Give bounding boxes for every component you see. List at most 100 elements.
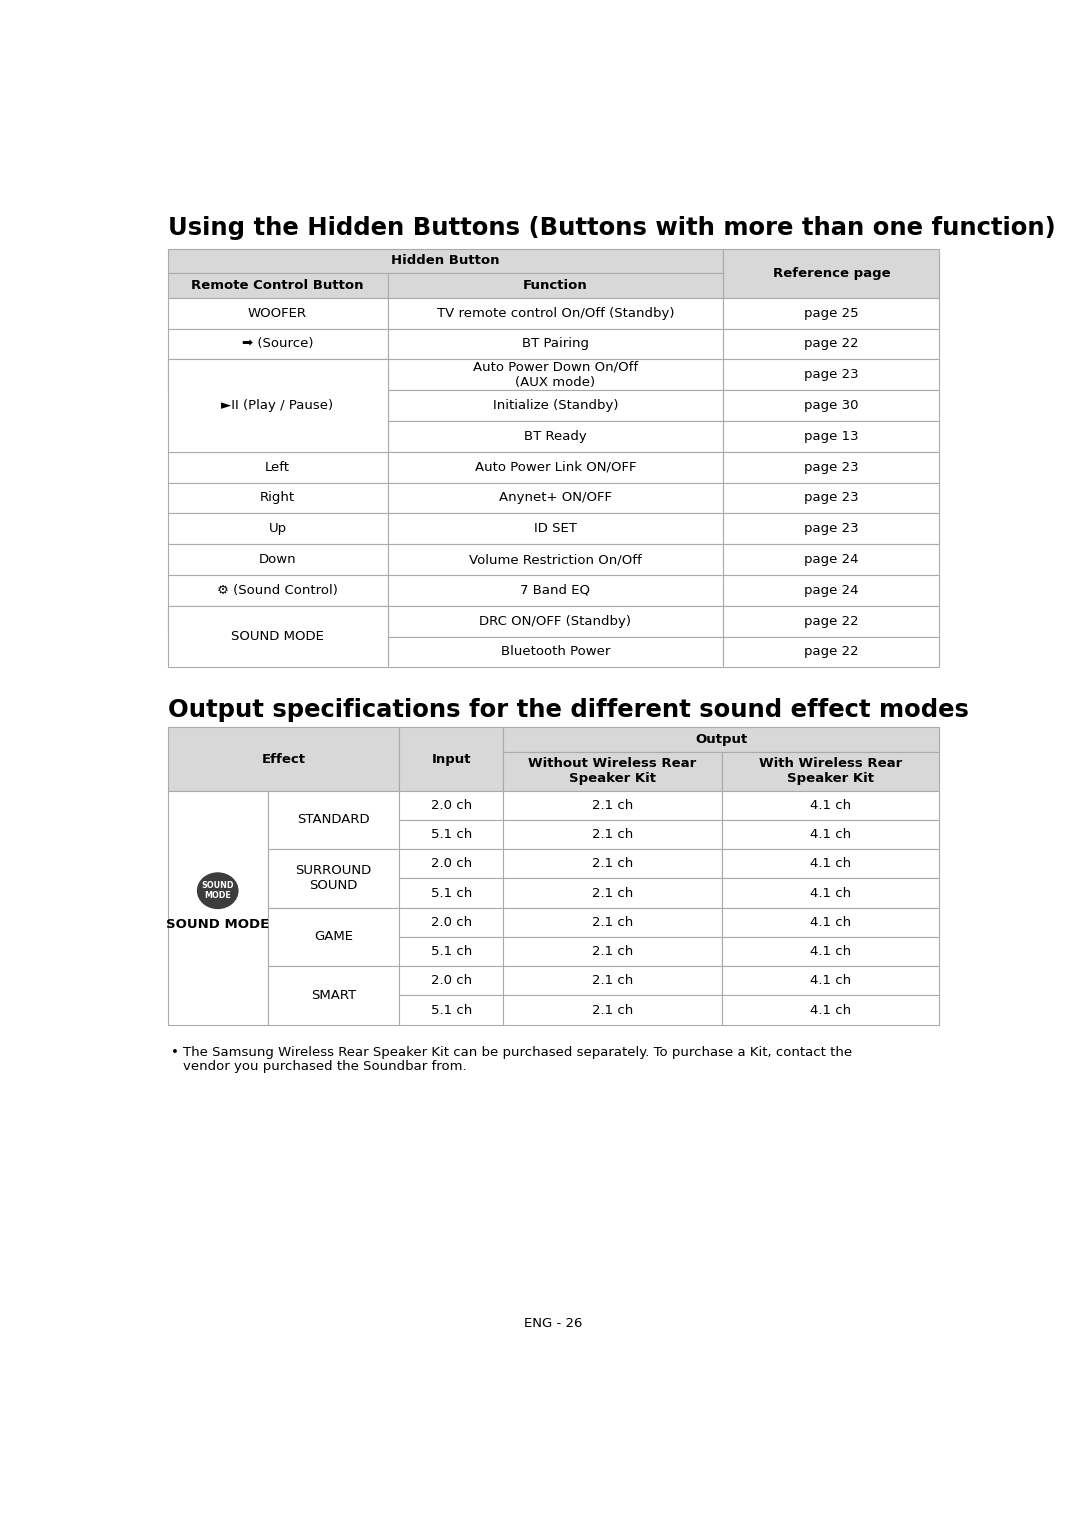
Text: ID SET: ID SET [534, 522, 577, 535]
Text: Up: Up [269, 522, 286, 535]
Bar [388, 637, 724, 668]
Text: page 23: page 23 [805, 461, 859, 473]
Text: 2.1 ch: 2.1 ch [592, 916, 633, 928]
Bar [400, 967, 503, 996]
Bar [721, 967, 940, 996]
Bar [400, 878, 503, 907]
Bar [503, 967, 721, 996]
Bar [167, 513, 388, 544]
Text: The Samsung Wireless Rear Speaker Kit can be purchased separately. To purchase a: The Samsung Wireless Rear Speaker Kit ca… [183, 1046, 852, 1059]
Text: page 13: page 13 [805, 430, 859, 443]
Bar [503, 728, 940, 752]
Text: 2.0 ch: 2.0 ch [431, 916, 472, 928]
Text: Auto Power Down On/Off
(AUX mode): Auto Power Down On/Off (AUX mode) [473, 362, 638, 389]
Bar [167, 328, 388, 360]
Text: Output specifications for the different sound effect modes: Output specifications for the different … [167, 699, 969, 722]
Text: 5.1 ch: 5.1 ch [431, 827, 472, 841]
Text: STANDARD: STANDARD [297, 813, 369, 826]
Text: page 25: page 25 [805, 306, 859, 320]
Bar [388, 483, 724, 513]
Text: Initialize (Standby): Initialize (Standby) [492, 400, 618, 412]
Text: Anynet+ ON/OFF: Anynet+ ON/OFF [499, 492, 612, 504]
Bar [268, 849, 400, 907]
Text: SOUND
MODE: SOUND MODE [202, 881, 234, 901]
Text: 2.1 ch: 2.1 ch [592, 945, 633, 958]
Bar [167, 605, 388, 668]
Text: Left: Left [265, 461, 291, 473]
Text: Without Wireless Rear
Speaker Kit: Without Wireless Rear Speaker Kit [528, 757, 697, 786]
Bar [167, 452, 388, 483]
Text: Output: Output [696, 734, 747, 746]
Bar [724, 513, 940, 544]
Text: Effect: Effect [261, 752, 306, 766]
Text: DRC ON/OFF (Standby): DRC ON/OFF (Standby) [480, 614, 632, 628]
Bar [503, 907, 721, 938]
Text: page 23: page 23 [805, 368, 859, 381]
Bar [400, 996, 503, 1025]
Text: 2.1 ch: 2.1 ch [592, 1003, 633, 1017]
Text: 2.1 ch: 2.1 ch [592, 974, 633, 987]
Text: SOUND MODE: SOUND MODE [166, 918, 269, 931]
Text: Down: Down [259, 553, 296, 567]
Text: Function: Function [523, 279, 588, 293]
Text: page 24: page 24 [805, 553, 859, 567]
Bar [388, 328, 724, 360]
Text: BT Pairing: BT Pairing [522, 337, 589, 351]
Text: With Wireless Rear
Speaker Kit: With Wireless Rear Speaker Kit [759, 757, 902, 786]
Bar [167, 273, 388, 297]
Text: SMART: SMART [311, 990, 356, 1002]
Text: page 22: page 22 [805, 614, 859, 628]
Text: 4.1 ch: 4.1 ch [810, 974, 851, 987]
Bar [721, 791, 940, 820]
Text: page 23: page 23 [805, 492, 859, 504]
Text: 4.1 ch: 4.1 ch [810, 798, 851, 812]
Bar [721, 938, 940, 967]
Bar [400, 820, 503, 849]
Bar [400, 728, 503, 791]
Bar [721, 752, 940, 791]
Bar [388, 452, 724, 483]
Bar [167, 483, 388, 513]
Bar [721, 907, 940, 938]
Bar [167, 728, 400, 791]
Bar [388, 574, 724, 605]
Bar [724, 605, 940, 637]
Text: Reference page: Reference page [772, 267, 890, 280]
Bar [167, 791, 268, 1025]
Bar [724, 328, 940, 360]
Bar [724, 452, 940, 483]
Text: 5.1 ch: 5.1 ch [431, 1003, 472, 1017]
Bar [400, 938, 503, 967]
Text: Right: Right [260, 492, 295, 504]
Bar [503, 752, 721, 791]
Bar [724, 248, 940, 297]
Bar [268, 907, 400, 967]
Text: page 30: page 30 [805, 400, 859, 412]
Bar [388, 513, 724, 544]
Text: page 22: page 22 [805, 337, 859, 351]
Bar [721, 996, 940, 1025]
Text: 2.1 ch: 2.1 ch [592, 858, 633, 870]
Text: page 23: page 23 [805, 522, 859, 535]
Bar [167, 605, 388, 637]
Text: BT Ready: BT Ready [524, 430, 586, 443]
Bar [268, 791, 400, 849]
Bar [724, 421, 940, 452]
Text: Remote Control Button: Remote Control Button [191, 279, 364, 293]
Bar [167, 544, 388, 574]
Text: 2.0 ch: 2.0 ch [431, 974, 472, 987]
Bar [724, 637, 940, 668]
Text: Using the Hidden Buttons (Buttons with more than one function): Using the Hidden Buttons (Buttons with m… [167, 216, 1055, 241]
Text: TV remote control On/Off (Standby): TV remote control On/Off (Standby) [436, 306, 674, 320]
Bar [503, 878, 721, 907]
Bar [400, 849, 503, 878]
Bar [167, 360, 388, 452]
Bar [721, 820, 940, 849]
Bar [724, 391, 940, 421]
Ellipse shape [198, 873, 238, 908]
Bar [724, 544, 940, 574]
Text: 2.1 ch: 2.1 ch [592, 827, 633, 841]
Bar [388, 421, 724, 452]
Bar [503, 849, 721, 878]
Bar [167, 574, 388, 605]
